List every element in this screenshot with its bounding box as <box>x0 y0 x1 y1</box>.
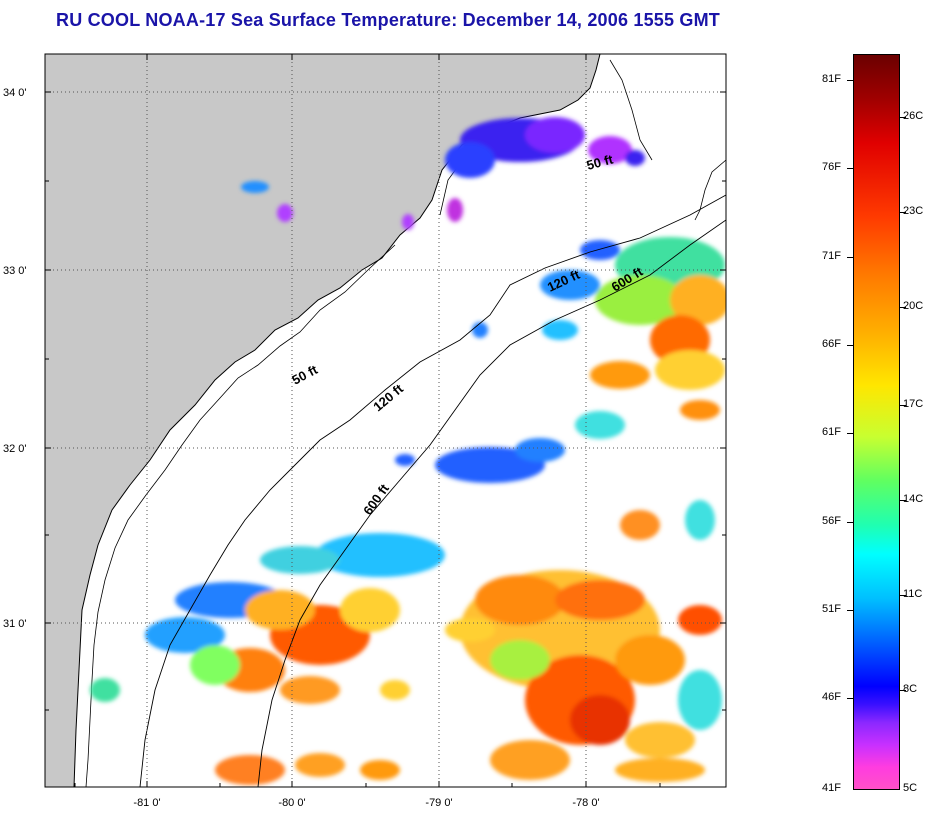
colorbar-label-51f: 51F <box>822 603 841 615</box>
colorbar-label-71f: 71F <box>822 250 841 262</box>
colorbar-label-41f: 41F <box>822 782 841 794</box>
lon-label-79: -79 0' <box>425 797 452 809</box>
lon-label-81: -81 0' <box>133 797 160 809</box>
map-title: RU COOL NOAA-17 Sea Surface Temperature:… <box>56 10 720 30</box>
colorbar-label-66f: 66F <box>822 338 841 350</box>
lon-label-80: -80 0' <box>278 797 305 809</box>
lat-label-31: 31 0' <box>3 618 27 630</box>
lat-lon-grid <box>45 54 726 787</box>
colorbar-label-17c: 17C <box>903 398 924 410</box>
colorbar-label-76f: 76F <box>822 161 841 173</box>
land-mass <box>45 54 600 787</box>
colorbar-label-23c: 23C <box>903 205 924 217</box>
lat-label-32: 32 0' <box>3 443 27 455</box>
axis-ticks <box>45 54 726 787</box>
colorbar-label-61f: 61F <box>822 426 841 438</box>
colorbar-label-26c: 26C <box>903 110 924 122</box>
colorbar-label-5c: 5C <box>903 782 918 794</box>
lat-label-33: 33 0' <box>3 265 27 277</box>
colorbar-label-8c: 8C <box>903 683 918 695</box>
lon-label-78: -78 0' <box>572 797 599 809</box>
sst-patches <box>90 117 726 785</box>
map-frame <box>44 53 727 788</box>
colorbar-label-46f: 46F <box>822 691 841 703</box>
colorbar-label-14c: 14C <box>903 493 924 505</box>
contour-120ft <box>139 194 726 787</box>
contour-label-50ft-north: 50 ft <box>585 151 615 173</box>
coastline-east <box>694 159 726 221</box>
colorbar-label-20c: 20C <box>903 300 924 312</box>
lat-label-34: 34 0' <box>3 87 27 99</box>
temperature-colorbar <box>853 54 900 790</box>
contour-600ft <box>257 219 726 787</box>
colorbar-label-81f: 81F <box>822 73 841 85</box>
colorbar-label-56f: 56F <box>822 515 841 527</box>
colorbar-label-11c: 11C <box>903 588 923 600</box>
